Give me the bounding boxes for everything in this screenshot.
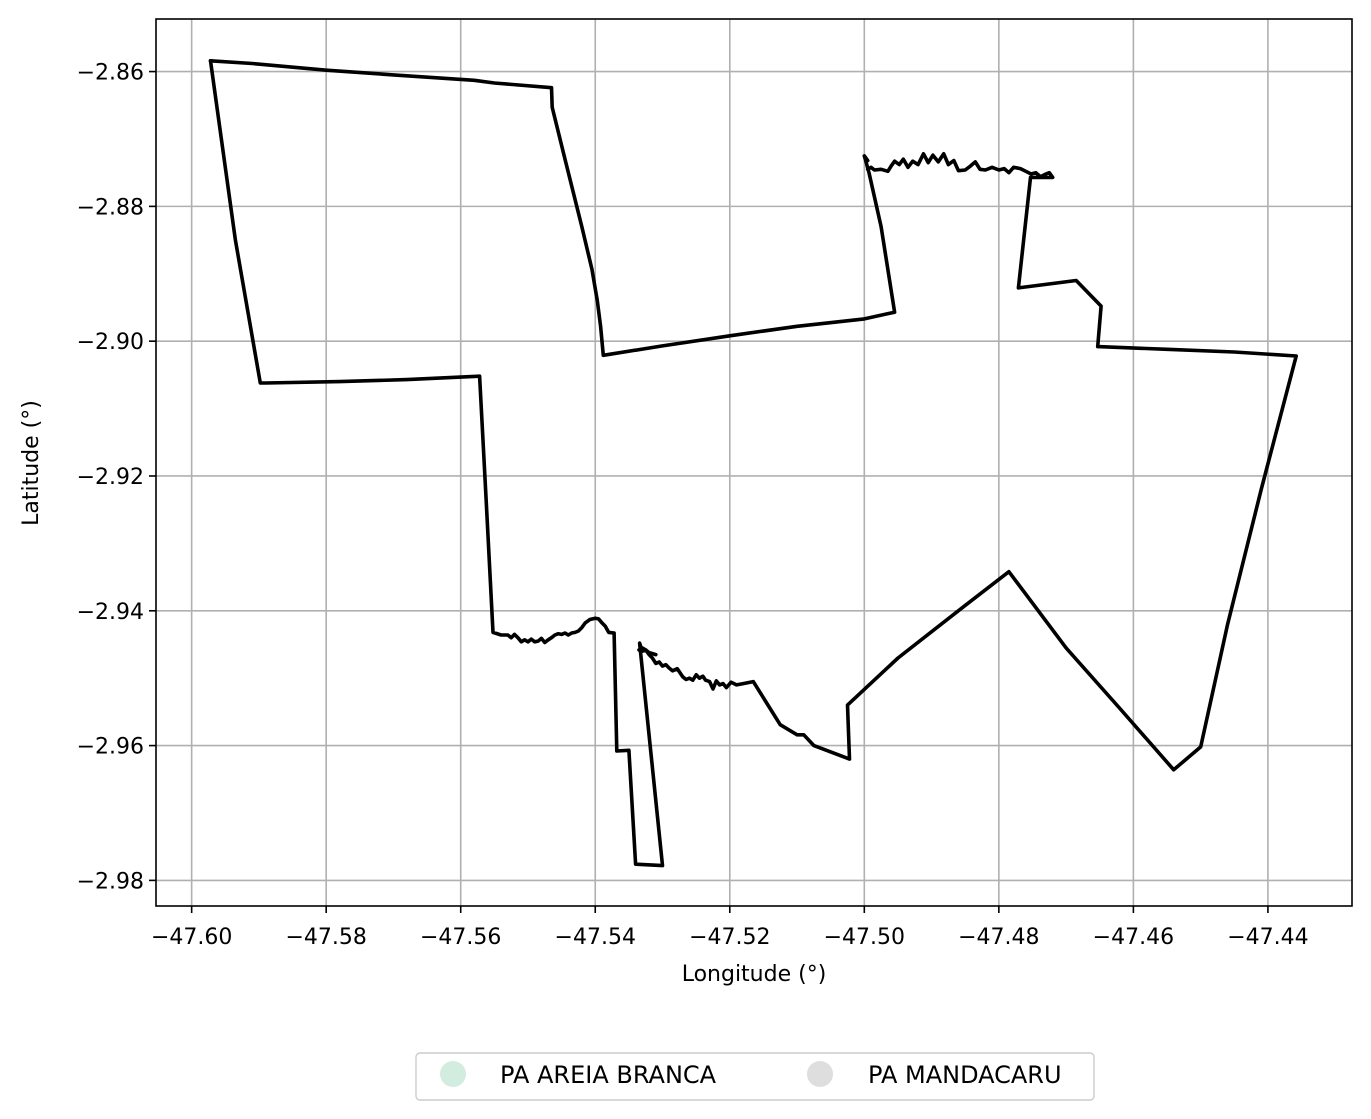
x-tick-label: −47.58 — [285, 925, 366, 950]
x-tick-label: −47.56 — [420, 925, 501, 950]
y-tick-label: −2.86 — [77, 61, 144, 86]
plot-frame — [155, 18, 1353, 907]
x-tick-label: −47.60 — [151, 925, 232, 950]
legend-label-areia-branca: PA AREIA BRANCA — [500, 1061, 717, 1089]
x-tick-label: −47.44 — [1227, 925, 1308, 950]
y-tick-label: −2.88 — [77, 195, 144, 220]
y-axis-title: Latitude (°) — [19, 400, 44, 526]
x-tick-label: −47.46 — [1093, 925, 1174, 950]
boundary-outline-1 — [208, 58, 897, 358]
y-tick-label: −2.96 — [77, 735, 144, 760]
boundary-features — [208, 58, 1298, 868]
legend-marker-mandacaru — [807, 1061, 833, 1087]
boundary-outline-3 — [637, 646, 658, 657]
x-tick-label: −47.48 — [958, 925, 1039, 950]
x-tick-label: −47.54 — [555, 925, 636, 950]
legend-label-mandacaru: PA MANDACARU — [868, 1061, 1062, 1089]
boundary-outline-2 — [208, 58, 1298, 868]
y-tick-label: −2.98 — [77, 869, 144, 894]
y-tick-label: −2.92 — [77, 465, 144, 490]
legend-marker-areia-branca — [440, 1061, 466, 1087]
y-tick-label: −2.90 — [77, 330, 144, 355]
x-tick-label: −47.52 — [689, 925, 770, 950]
axis-ticks — [149, 70, 1269, 913]
x-axis-title: Longitude (°) — [682, 962, 827, 987]
legend-frame — [415, 1052, 1095, 1101]
legend: PA AREIA BRANCA PA MANDACARU — [415, 1052, 1095, 1101]
y-tick-label: −2.94 — [77, 600, 144, 625]
x-tick-label: −47.50 — [824, 925, 905, 950]
tick-labels: −47.60 −47.58 −47.56 −47.54 −47.52 −47.50 −47.… — [77, 61, 1309, 950]
gridlines — [156, 19, 1352, 906]
